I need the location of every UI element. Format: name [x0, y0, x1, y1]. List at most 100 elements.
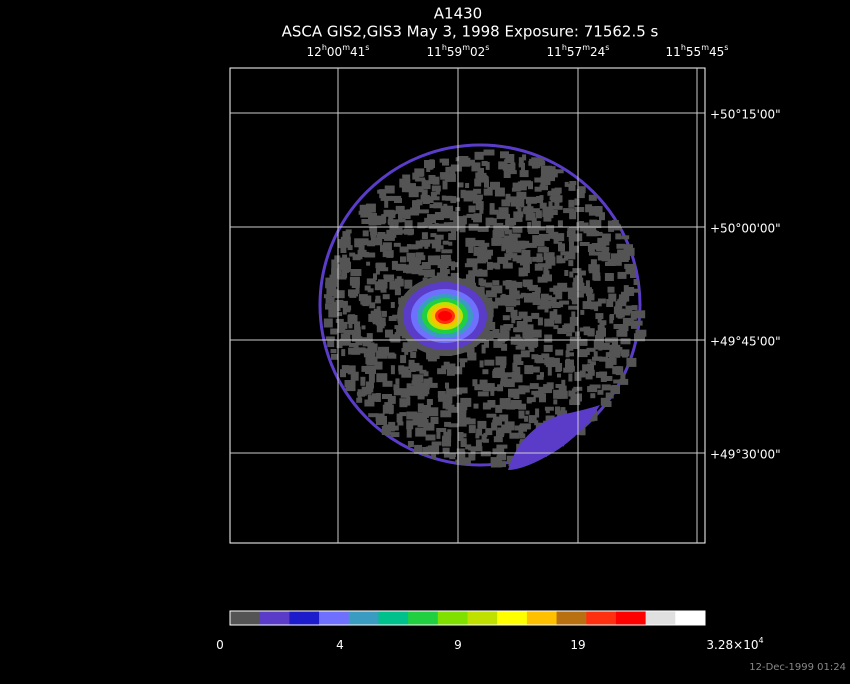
- noise: [467, 418, 476, 425]
- noise: [412, 374, 424, 383]
- noise: [399, 178, 411, 188]
- noise: [540, 169, 548, 179]
- noise: [539, 393, 546, 403]
- noise: [486, 402, 496, 408]
- noise: [383, 234, 395, 241]
- noise: [516, 321, 528, 329]
- noise: [337, 264, 348, 271]
- noise: [463, 156, 468, 162]
- noise: [400, 355, 407, 364]
- noise: [443, 203, 448, 209]
- noise: [427, 239, 439, 244]
- noise: [475, 433, 480, 439]
- noise: [560, 407, 566, 416]
- noise: [542, 213, 549, 218]
- noise: [617, 312, 623, 319]
- noise: [511, 374, 523, 383]
- noise: [631, 305, 638, 311]
- noise: [445, 195, 453, 201]
- noise: [361, 386, 372, 395]
- noise: [546, 382, 554, 390]
- noise: [540, 176, 551, 185]
- noise: [372, 316, 383, 323]
- swatch: [437, 611, 468, 625]
- noise: [537, 355, 544, 360]
- noise: [446, 388, 457, 396]
- noise: [440, 175, 449, 180]
- noise: [435, 189, 440, 195]
- noise: [482, 246, 487, 256]
- noise: [388, 316, 397, 321]
- noise: [404, 350, 409, 355]
- noise: [593, 275, 601, 281]
- noise: [531, 312, 540, 319]
- noise: [439, 172, 446, 178]
- noise: [411, 380, 422, 386]
- label-part: s: [365, 43, 369, 52]
- noise: [380, 284, 387, 293]
- noise: [342, 254, 348, 259]
- noise: [359, 245, 365, 252]
- noise: [468, 348, 475, 354]
- noise: [340, 244, 347, 253]
- noise: [556, 255, 563, 264]
- noise: [477, 258, 488, 263]
- noise: [631, 320, 637, 329]
- noise: [513, 355, 521, 360]
- noise: [520, 180, 531, 187]
- noise: [499, 398, 510, 407]
- label-part: 12: [307, 45, 322, 59]
- frame: [229, 67, 706, 544]
- noise: [404, 176, 410, 182]
- noise: [619, 309, 631, 316]
- noise: [382, 404, 394, 414]
- noise: [520, 240, 530, 248]
- noise: [451, 228, 456, 237]
- noise: [563, 367, 574, 373]
- noise: [523, 315, 533, 322]
- noise: [423, 422, 435, 431]
- noise: [368, 373, 375, 383]
- noise: [473, 214, 482, 223]
- grid: [230, 68, 705, 543]
- noise: [401, 213, 409, 218]
- noise: [432, 176, 440, 185]
- noise: [443, 222, 455, 227]
- noise: [475, 201, 484, 211]
- noise: [387, 219, 399, 225]
- noise: [526, 399, 532, 404]
- noise: [576, 189, 585, 199]
- noise: [601, 246, 610, 251]
- noise: [412, 385, 419, 394]
- label-part: 02: [470, 45, 485, 59]
- noise: [578, 221, 584, 227]
- noise: [617, 249, 627, 259]
- swatch: [675, 611, 706, 625]
- swatch: [526, 611, 558, 625]
- noise: [612, 349, 618, 355]
- ra-label: 11h57m24s: [547, 43, 610, 59]
- noise: [425, 434, 436, 441]
- noise: [455, 459, 466, 465]
- noise: [406, 411, 418, 420]
- noise: [513, 211, 524, 218]
- noise: [380, 195, 392, 201]
- noise: [343, 329, 355, 335]
- noise: [415, 427, 427, 437]
- noise: [407, 244, 419, 250]
- noise: [475, 439, 482, 447]
- ra-label: 11h55m45s: [666, 43, 729, 59]
- noise: [592, 356, 603, 361]
- noise: [439, 158, 446, 163]
- noise: [522, 264, 530, 273]
- label-part: 45: [709, 45, 724, 59]
- noise: [496, 367, 505, 372]
- noise: [505, 154, 515, 163]
- noise: [498, 207, 509, 215]
- noise: [622, 317, 634, 326]
- noise: [505, 298, 517, 307]
- swatch: [378, 611, 409, 625]
- label-part: 9: [454, 638, 462, 652]
- noise: [501, 293, 506, 302]
- noise: [568, 183, 576, 191]
